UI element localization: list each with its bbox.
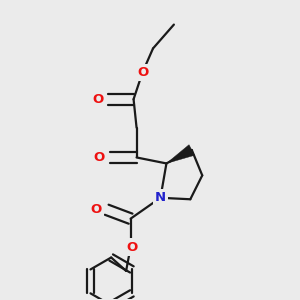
Text: O: O: [137, 66, 148, 79]
Text: O: O: [92, 93, 103, 106]
Text: O: O: [91, 203, 102, 216]
Text: N: N: [155, 191, 166, 204]
Text: O: O: [94, 151, 105, 164]
Text: O: O: [127, 241, 138, 254]
Polygon shape: [167, 145, 195, 164]
